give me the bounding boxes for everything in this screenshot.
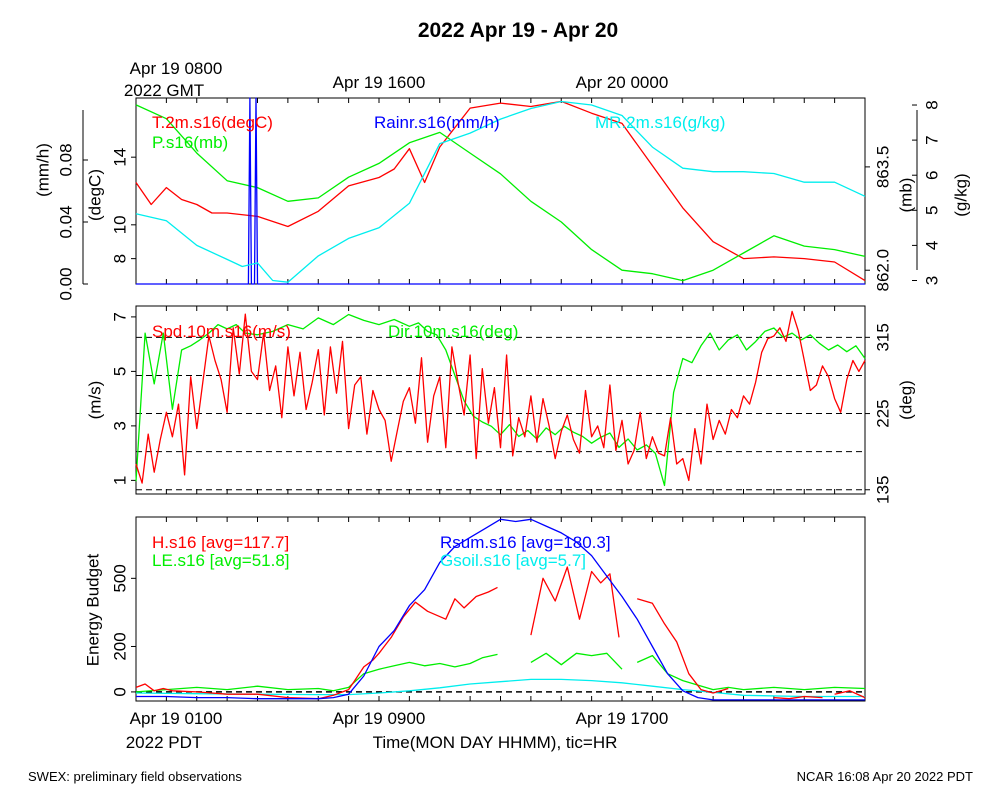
mr-axis-tick-label: 7 [922, 135, 941, 144]
met-legend-label: Rainr.s16(mm/h) [374, 113, 500, 132]
temp-axis-title: (degC) [85, 169, 104, 221]
rain-axis-tick-label: 0.04 [56, 205, 75, 238]
pres-axis-tick-label: 863.5 [873, 146, 892, 189]
rain-axis-tick-label: 0.08 [56, 143, 75, 176]
met-legend-label: T.2m.s16(degC) [152, 113, 273, 132]
wind-legend-label: Dir.10m.s16(deg) [388, 322, 518, 341]
met-series-line-1 [135, 104, 866, 282]
spd-axis-tick-label: 3 [110, 421, 129, 430]
energy-series-line-2 [136, 518, 865, 701]
dir-axis-title: (deg) [896, 380, 915, 420]
panel-axes: 0.000.040.08(mm/h)81014(degC)862.0863.5(… [33, 98, 970, 701]
x-axis-label: Time(MON DAY HHMM), tic=HR [373, 733, 618, 752]
bottom-axis-label: Apr 19 1700 [576, 709, 669, 728]
energy-axis-title: Energy Budget [83, 553, 102, 666]
bottom-axis-label: Apr 19 0900 [333, 709, 426, 728]
met-legend-label: MR.2m.s16(g/kg) [595, 113, 725, 132]
mr-axis-tick-label: 3 [922, 276, 941, 285]
energy-series-line-0 [834, 690, 866, 699]
mr-axis-tick-label: 6 [922, 170, 941, 179]
spd-axis-tick-label: 1 [110, 476, 129, 485]
energy-legend-label: Gsoil.s16 [avg=5.7] [440, 551, 586, 570]
panel-legends: T.2m.s16(degC)P.s16(mb) Rainr.s16(mm/h) MR… [152, 113, 725, 570]
energy-series-line-0 [637, 598, 729, 694]
energy-series-line-0 [135, 586, 498, 700]
bottom-axis-first-label: Apr 19 0100 [130, 709, 223, 728]
energy-series-line-0 [530, 566, 620, 638]
footer-source: SWEX: preliminary field observations [28, 769, 242, 784]
spd-axis-tick-label: 5 [110, 367, 129, 376]
energy-series-line-1 [636, 654, 866, 691]
bottom-axis-first-label-year: 2022 PDT [126, 733, 203, 752]
wind-speed-line [135, 310, 866, 484]
temp-axis-tick-label: 10 [110, 215, 129, 234]
energy-legend-label: LE.s16 [avg=51.8] [152, 551, 290, 570]
energy-legend-label: H.s16 [avg=117.7] [152, 533, 289, 552]
energy-axis-tick-label: 200 [110, 632, 129, 660]
panel-series [135, 97, 866, 701]
met-series-line-0 [135, 100, 866, 282]
energy-series-line-1 [530, 652, 623, 670]
top-axis-first-label: Apr 19 0800 [130, 59, 223, 78]
pres-axis-title: (mb) [896, 178, 915, 213]
pres-axis-tick-label: 862.0 [873, 249, 892, 292]
mr-axis-tick-label: 8 [922, 100, 941, 109]
energy-axis-tick-label: 0 [110, 687, 129, 696]
mr-axis-title: (g/kg) [951, 173, 970, 216]
spd-axis-tick-label: 7 [110, 312, 129, 321]
chart-title: 2022 Apr 19 - Apr 20 [418, 19, 618, 42]
temp-axis-tick-label: 8 [110, 254, 129, 263]
energy-series-line-1 [135, 653, 498, 693]
mr-axis-tick-label: 5 [922, 206, 941, 215]
met-series-line-3 [135, 100, 866, 283]
rain-axis-title: (mm/h) [33, 143, 52, 197]
top-axis-labels: Apr 19 1600 Apr 20 0000 [333, 73, 669, 92]
met-legend-label: P.s16(mb) [152, 133, 228, 152]
energy-axis-tick-label: 500 [110, 564, 129, 592]
bottom-axis-labels: Apr 19 0900 Apr 19 1700 [333, 709, 669, 728]
met-series-line-2 [136, 97, 865, 285]
rain-axis-tick-label: 0.00 [56, 267, 75, 300]
energy-legend-label: Rsum.s16 [avg=180.3] [440, 533, 611, 552]
energy-series-line-0 [773, 695, 823, 700]
top-axis-first-label-year: 2022 GMT [124, 81, 204, 100]
footer-timestamp: NCAR 16:08 Apr 20 2022 PDT [797, 769, 973, 784]
temp-axis-tick-label: 14 [110, 148, 129, 167]
spd-axis-title: (m/s) [85, 381, 104, 420]
top-axis-label: Apr 20 0000 [576, 73, 669, 92]
wind-legend-label: Spd.10m.s16(m/s) [152, 322, 291, 341]
mr-axis-tick-label: 4 [922, 241, 941, 250]
dir-axis-tick-label: 225 [873, 399, 892, 427]
dir-axis-tick-label: 135 [873, 476, 892, 504]
top-axis-label: Apr 19 1600 [333, 73, 426, 92]
dir-axis-tick-label: 315 [873, 323, 892, 351]
